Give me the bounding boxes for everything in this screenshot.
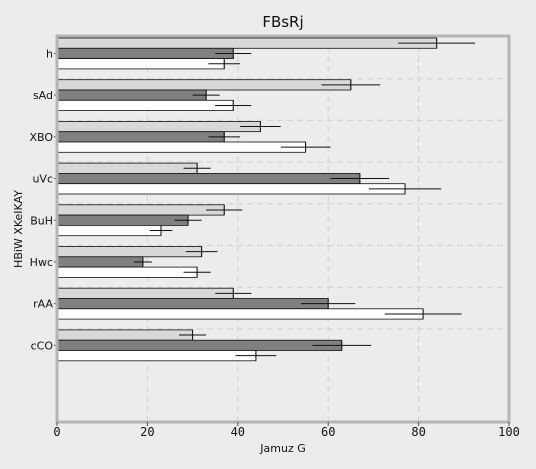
bar	[56, 287, 234, 299]
bar	[56, 141, 307, 153]
y-tick-label: cCO	[31, 339, 54, 352]
bar	[56, 256, 144, 268]
y-tick-label: BuH	[30, 214, 53, 227]
y-tick-label: uVc	[32, 173, 53, 186]
plot-area: h sAd XBO uVc BuH Hwc rAA cCO 0 20 40 60 80 100	[29, 34, 520, 439]
x-tick-label: 0	[53, 425, 60, 439]
x-tick-label: 60	[321, 425, 335, 439]
bar	[56, 308, 424, 320]
plot-frame	[55, 34, 511, 424]
y-tick-label: Hwc	[30, 256, 53, 269]
bar	[56, 298, 329, 310]
y-axis-label: HBiW XKeIKAY	[12, 190, 25, 268]
bar	[56, 214, 189, 226]
bar	[56, 224, 162, 237]
bar	[56, 172, 361, 185]
y-tick-label: XBO	[29, 131, 53, 144]
bar	[56, 47, 234, 59]
bar	[56, 37, 438, 49]
bar	[56, 350, 257, 362]
bar	[56, 121, 261, 133]
bar	[56, 58, 225, 70]
x-axis-label: Jamuz G	[259, 442, 305, 455]
bar	[56, 204, 225, 216]
bar	[56, 99, 234, 112]
y-tick-label: sAd	[33, 89, 53, 102]
bar	[56, 89, 207, 101]
bar	[56, 79, 352, 91]
x-tick-label: 40	[231, 425, 245, 439]
bar	[56, 246, 203, 258]
y-tick-label: h	[46, 47, 53, 60]
bar	[56, 339, 343, 351]
x-tick-label: 20	[140, 425, 154, 439]
bar	[56, 266, 198, 278]
y-tick-label: rAA	[33, 298, 53, 311]
x-tick-label: 100	[498, 425, 520, 439]
bar	[56, 183, 406, 195]
bar	[56, 131, 225, 143]
bar	[56, 329, 194, 341]
bar	[56, 162, 198, 174]
x-tick-label: 80	[411, 425, 425, 439]
chart-title: FBsRj	[262, 13, 303, 31]
